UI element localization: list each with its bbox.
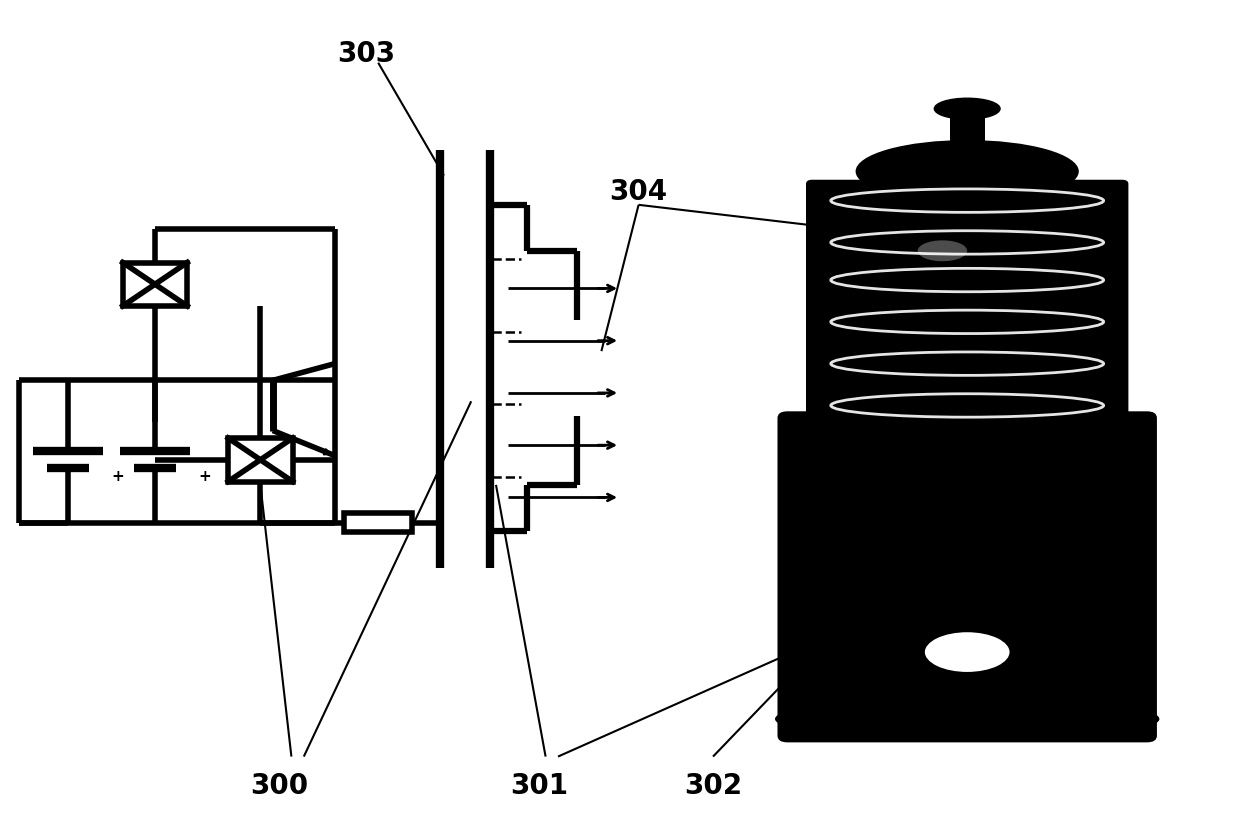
FancyBboxPatch shape (777, 411, 1157, 742)
Bar (123, 263, 187, 306)
Bar (950, 109, 985, 167)
Bar (228, 438, 293, 482)
Ellipse shape (775, 696, 1159, 742)
Ellipse shape (935, 98, 999, 120)
Text: +: + (198, 470, 211, 484)
Text: +: + (112, 470, 124, 484)
Text: 302: 302 (684, 772, 742, 800)
Ellipse shape (837, 246, 1097, 259)
Ellipse shape (918, 241, 967, 262)
FancyBboxPatch shape (806, 180, 1128, 422)
Ellipse shape (837, 367, 1097, 380)
Ellipse shape (837, 325, 1097, 339)
Ellipse shape (924, 631, 1011, 673)
Ellipse shape (837, 204, 1097, 217)
Text: 300: 300 (250, 772, 308, 800)
Text: 303: 303 (337, 40, 394, 69)
Bar (343, 513, 412, 532)
Text: 304: 304 (610, 178, 667, 206)
Ellipse shape (856, 140, 1079, 203)
Ellipse shape (837, 283, 1097, 297)
Ellipse shape (837, 409, 1097, 422)
Text: 301: 301 (511, 772, 568, 800)
